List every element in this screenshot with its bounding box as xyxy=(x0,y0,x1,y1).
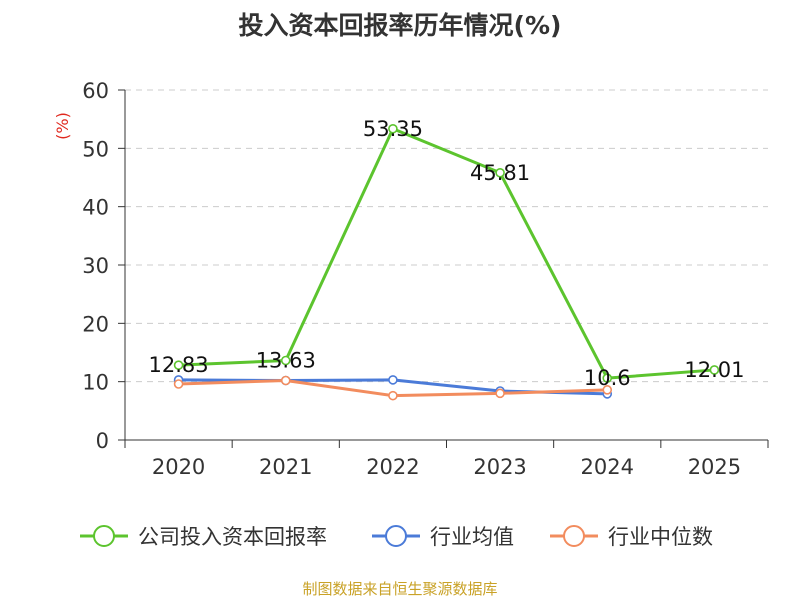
legend-item[interactable]: 行业均值 xyxy=(372,525,514,549)
x-tick-label: 2021 xyxy=(259,455,312,479)
data-label: 53.35 xyxy=(363,117,423,141)
axes: 0 10 20 30 40 50 60 2020 2021 2022 2023 2024 2025 (%) xyxy=(53,79,769,479)
data-point[interactable] xyxy=(495,388,505,399)
series-line xyxy=(178,127,715,380)
data-point[interactable] xyxy=(388,375,398,385)
chart-title: 投入资本回报率历年情况(%) xyxy=(238,11,562,40)
legend-marker xyxy=(93,525,115,547)
data-label: 12.83 xyxy=(149,353,209,377)
data-point[interactable] xyxy=(173,379,184,389)
gridlines xyxy=(125,89,768,383)
data-point[interactable] xyxy=(388,390,398,401)
legend[interactable]: 公司投入资本回报率 行业均值 行业中位数 xyxy=(80,525,713,549)
legend-marker xyxy=(385,525,407,547)
y-tick-label: 20 xyxy=(82,312,109,336)
series-lines xyxy=(173,123,720,401)
x-tick-label: 2024 xyxy=(581,455,634,479)
data-label: 10.6 xyxy=(584,366,631,390)
data-point[interactable] xyxy=(173,360,184,370)
legend-marker xyxy=(563,525,585,547)
y-tick-label: 30 xyxy=(82,254,109,278)
data-point[interactable] xyxy=(280,355,291,366)
data-labels: 12.83 13.63 53.35 45.81 10.6 12.01 xyxy=(149,117,745,390)
legend-item[interactable]: 行业中位数 xyxy=(550,525,713,549)
data-point[interactable] xyxy=(602,385,613,395)
legend-label: 行业均值 xyxy=(430,525,514,549)
legend-label: 公司投入资本回报率 xyxy=(138,525,327,549)
x-tick-label: 2022 xyxy=(366,455,419,479)
data-point[interactable] xyxy=(280,375,291,386)
y-tick-label: 60 xyxy=(82,79,109,103)
legend-item[interactable]: 公司投入资本回报率 xyxy=(80,525,327,549)
data-point[interactable] xyxy=(388,123,398,134)
data-label: 13.63 xyxy=(256,348,316,372)
y-axis-label: (%) xyxy=(53,112,72,140)
data-point[interactable] xyxy=(602,373,613,383)
x-tick-label: 2020 xyxy=(152,455,205,479)
x-tick-label: 2025 xyxy=(688,455,741,479)
data-point[interactable] xyxy=(495,167,505,178)
source-note: 制图数据来自恒生聚源数据库 xyxy=(302,580,498,598)
data-label: 12.01 xyxy=(684,358,744,382)
x-tick-label: 2023 xyxy=(473,455,526,479)
y-tick-label: 0 xyxy=(96,429,109,453)
data-point[interactable] xyxy=(709,365,720,375)
data-label: 45.81 xyxy=(470,161,530,185)
y-tick-label: 10 xyxy=(82,371,109,395)
y-tick-label: 50 xyxy=(82,137,109,161)
legend-label: 行业中位数 xyxy=(608,525,713,549)
y-tick-label: 40 xyxy=(82,196,109,220)
